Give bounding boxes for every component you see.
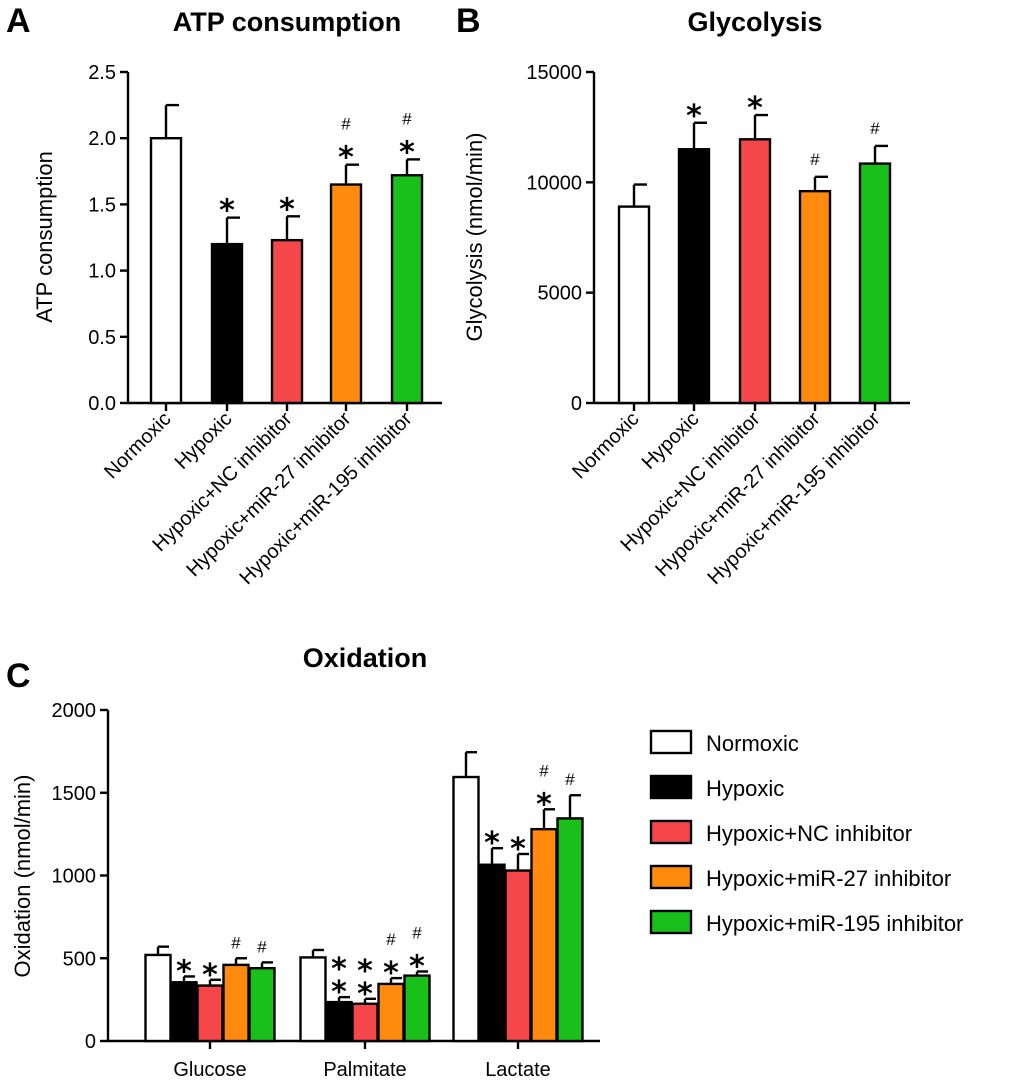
chart-b-title: Glycolysis — [687, 7, 822, 37]
bar — [196, 984, 224, 1043]
bar — [738, 138, 772, 405]
y-tick-label: 1500 — [52, 783, 97, 805]
bar — [858, 162, 892, 405]
x-tick-label: Lactate — [485, 1059, 551, 1081]
bar — [403, 974, 431, 1043]
bar — [556, 817, 584, 1043]
significance-star: * — [536, 787, 552, 822]
bar — [798, 189, 832, 405]
legend-label: Hypoxic — [706, 776, 784, 801]
significance-star: * — [383, 956, 399, 991]
significance-star: * — [409, 949, 425, 984]
legend-swatch — [649, 729, 693, 755]
significance-hash: # — [402, 109, 412, 128]
bar — [325, 1000, 353, 1043]
x-tick-label: Normoxic — [568, 408, 643, 483]
bar — [351, 1002, 379, 1043]
chart-c-title: Oxidation — [303, 643, 428, 673]
bar — [617, 205, 651, 405]
significance-star: * — [747, 91, 763, 126]
significance-star: * — [510, 832, 526, 867]
panel-letter-a: A — [6, 2, 31, 40]
legend-swatch — [649, 774, 693, 800]
bar — [299, 956, 327, 1043]
chart-b-ylabel: Glycolysis (nmol/min) — [462, 132, 487, 341]
bar — [329, 183, 363, 405]
bar — [504, 869, 532, 1043]
significance-star: * — [357, 954, 373, 989]
significance-star: * — [331, 952, 347, 987]
y-tick-label: 15000 — [526, 62, 582, 84]
significance-hash: # — [870, 119, 880, 138]
y-tick-label: 1000 — [52, 866, 97, 888]
bar — [248, 966, 276, 1043]
chart-glycolysis: 050001000015000NormoxicHypoxic*Hypoxic+N… — [526, 62, 910, 589]
bar — [170, 981, 198, 1043]
bar — [144, 953, 172, 1043]
significance-star: * — [357, 977, 373, 1012]
bar — [530, 827, 558, 1043]
y-tick-label: 500 — [63, 948, 96, 970]
legend-swatch — [649, 864, 693, 890]
significance-hash: # — [412, 923, 422, 942]
panel-letter-c: C — [6, 657, 31, 695]
x-tick-label: Normoxic — [100, 408, 175, 483]
significance-star: * — [219, 194, 235, 229]
significance-hash: # — [341, 115, 351, 134]
significance-hash: # — [565, 770, 575, 789]
significance-star: * — [399, 135, 415, 170]
significance-hash: # — [231, 933, 241, 952]
bar — [377, 982, 405, 1043]
significance-hash: # — [539, 761, 549, 780]
bar — [222, 963, 250, 1043]
chart-c-ylabel: Oxidation (nmol/min) — [10, 775, 35, 978]
bar — [210, 242, 244, 405]
significance-star: * — [338, 141, 354, 176]
y-tick-label: 5000 — [538, 283, 583, 305]
x-tick-label: Glucose — [173, 1059, 246, 1081]
chart-a-ylabel: ATP consumption — [32, 151, 57, 323]
chart-oxidation: 0 500 1000 1500 2000 Glucose Palmitate Lactate *… — [52, 700, 600, 1081]
significance-star: * — [176, 954, 192, 989]
y-tick-label: 0 — [571, 393, 582, 415]
legend-label: Normoxic — [706, 731, 799, 756]
significance-hash: # — [257, 937, 267, 956]
y-tick-label: 0 — [85, 1031, 96, 1053]
legend: Normoxic Hypoxic Hypoxic+NC inhibitor Hypox… — [649, 729, 963, 936]
legend-swatch — [649, 909, 693, 935]
significance-star: * — [331, 975, 347, 1010]
bar — [270, 238, 304, 405]
significance-star: * — [202, 958, 218, 993]
bar — [478, 863, 506, 1043]
significance-star: * — [279, 192, 295, 227]
bar — [452, 775, 480, 1043]
y-tick-label: 0.0 — [88, 393, 116, 415]
legend-label: Hypoxic+NC inhibitor — [706, 821, 912, 846]
y-tick-label: 2000 — [52, 700, 97, 722]
y-tick-label: 1.5 — [88, 194, 116, 216]
x-tick-label: Palmitate — [323, 1059, 406, 1081]
significance-star: * — [686, 99, 702, 134]
y-tick-label: 1.0 — [88, 261, 116, 283]
significance-hash: # — [386, 930, 396, 949]
chart-atp-consumption: 0.00.51.01.52.02.5NormoxicHypoxic*Hypoxi… — [88, 62, 442, 589]
bar — [149, 136, 183, 405]
legend-label: Hypoxic+miR-27 inhibitor — [706, 866, 951, 891]
panel-letter-b: B — [456, 2, 481, 40]
significance-hash: # — [810, 150, 820, 169]
bar — [677, 148, 711, 405]
y-tick-label: 2.5 — [88, 62, 116, 84]
y-tick-label: 10000 — [526, 172, 582, 194]
significance-star: * — [484, 826, 500, 861]
legend-swatch — [649, 819, 693, 845]
chart-a-title: ATP consumption — [173, 7, 402, 37]
y-tick-label: 0.5 — [88, 327, 116, 349]
y-tick-label: 2.0 — [88, 128, 116, 150]
bar — [390, 174, 424, 405]
legend-label: Hypoxic+miR-195 inhibitor — [706, 911, 963, 936]
